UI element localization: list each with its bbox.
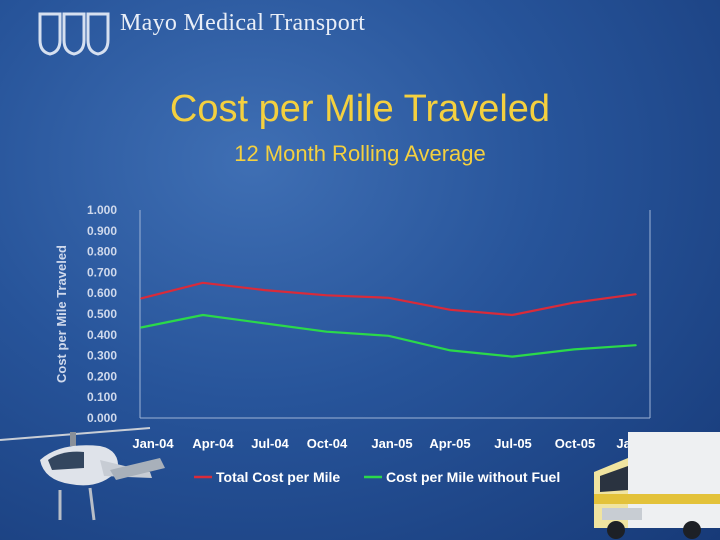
- x-tick-label: Jul-04: [251, 436, 289, 451]
- y-tick-label: 0.400: [87, 328, 117, 342]
- data-point: [325, 330, 328, 333]
- series-line-total-cost: [140, 281, 637, 317]
- data-point: [263, 289, 266, 291]
- y-tick-group: 0.000 0.100 0.200 0.300 0.400 0.500 0.600 0.700…: [87, 203, 117, 425]
- y-tick-label: 0.900: [87, 224, 117, 238]
- y-tick-label: 1.000: [87, 203, 117, 217]
- data-point: [449, 309, 452, 311]
- data-point: [387, 296, 390, 299]
- data-point: [387, 335, 390, 337]
- y-tick-label: 0.500: [87, 307, 117, 321]
- y-tick-label: 0.600: [87, 286, 117, 300]
- helicopter-icon: [0, 427, 165, 521]
- chart-subtitle: 12 Month Rolling Average: [234, 141, 486, 166]
- y-tick-label: 0.800: [87, 245, 117, 259]
- legend-label-nofuel: Cost per Mile without Fuel: [386, 469, 560, 485]
- data-point: [511, 314, 514, 316]
- y-tick-label: 0.300: [87, 349, 117, 363]
- y-axis-label: Cost per Mile Traveled: [54, 245, 69, 383]
- series-group: [140, 281, 637, 358]
- data-point: [325, 294, 328, 297]
- data-point: [263, 322, 266, 325]
- data-point: [573, 301, 575, 304]
- y-tick-label: 0.000: [87, 411, 117, 425]
- y-tick-label: 0.100: [87, 390, 117, 404]
- x-tick-group: Jan-04 Apr-04 Jul-04 Oct-04 Jan-05 Apr-05 Jul-…: [132, 436, 657, 451]
- x-tick-label: Oct-05: [555, 436, 595, 451]
- data-point: [202, 282, 204, 284]
- data-point: [635, 344, 637, 347]
- y-tick-label: 0.700: [87, 265, 117, 279]
- x-tick-label: Jul-05: [494, 436, 532, 451]
- brand-name: Mayo Medical Transport: [120, 10, 366, 36]
- data-point: [511, 355, 514, 358]
- data-point: [140, 297, 142, 300]
- chart-title: Cost per Mile Traveled: [169, 88, 551, 130]
- x-tick-label: Apr-05: [429, 436, 470, 451]
- x-tick-label: Jan-04: [132, 436, 174, 451]
- data-point: [140, 326, 142, 329]
- y-tick-label: 0.200: [87, 369, 117, 383]
- data-point: [635, 293, 637, 296]
- header: Mayo Medical Transport: [0, 0, 720, 62]
- x-tick-label: Apr-04: [192, 436, 234, 451]
- data-point: [202, 314, 204, 316]
- mayo-shield-logo-icon: [38, 12, 110, 56]
- data-point: [449, 349, 452, 352]
- x-tick-label: Oct-04: [307, 436, 348, 451]
- ambulance-icon: [594, 432, 720, 539]
- legend-label-total: Total Cost per Mile: [216, 469, 340, 485]
- legend: Total Cost per Mile Cost per Mile withou…: [194, 469, 560, 485]
- data-point: [573, 348, 575, 351]
- x-tick-label: Jan-05: [371, 436, 412, 451]
